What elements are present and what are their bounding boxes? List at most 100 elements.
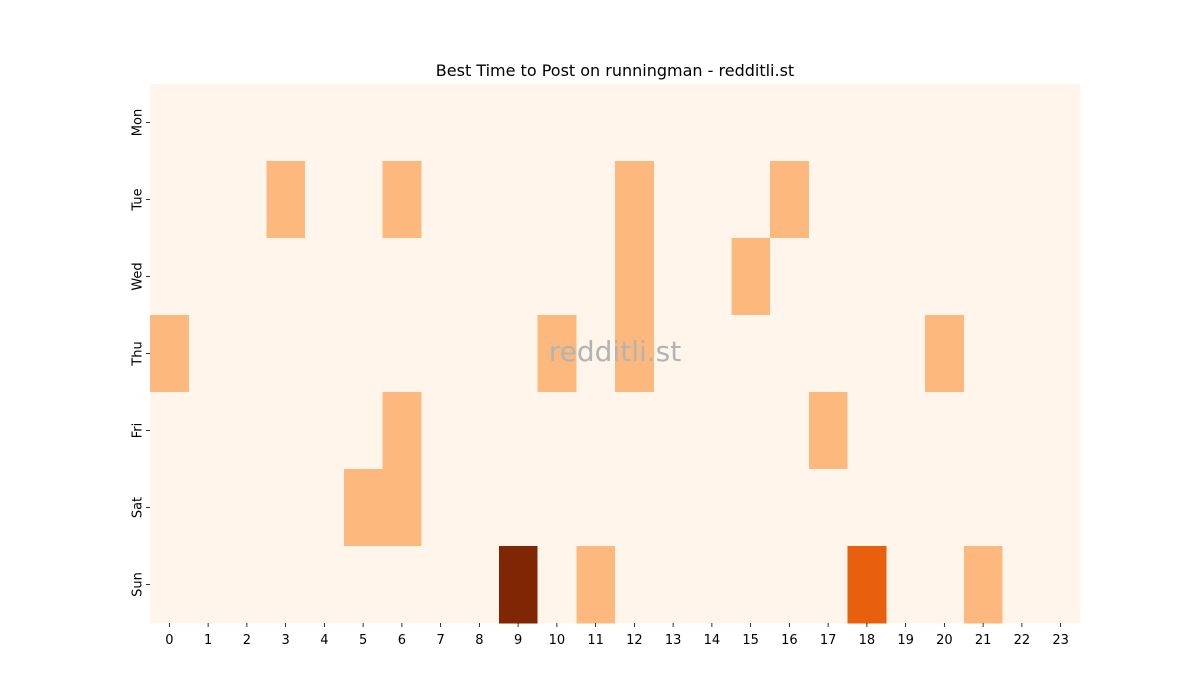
- heatmap-cell-thu-16: [770, 315, 810, 393]
- heatmap-cell-fri-22: [1002, 392, 1042, 470]
- heatmap-cell-tue-16: [770, 161, 810, 239]
- heatmap-cell-sun-17: [808, 546, 849, 624]
- heatmap-cell-mon-0: [150, 84, 190, 162]
- heatmap-cell-thu-4: [305, 315, 345, 393]
- heatmap-cell-sun-21: [963, 546, 1004, 624]
- heatmap-cell-fri-16: [770, 392, 810, 470]
- heatmap-cell-sat-23: [1041, 469, 1081, 547]
- y-tick-label: Tue: [131, 188, 146, 211]
- heatmap-cell-sat-17: [808, 469, 849, 547]
- heatmap-cell-mon-20: [925, 84, 965, 162]
- heatmap-cell-wed-7: [421, 238, 461, 316]
- heatmap-cell-wed-11: [576, 238, 616, 316]
- heatmap-cell-tue-20: [925, 161, 965, 239]
- heatmap-cell-fri-7: [421, 392, 461, 470]
- heatmap-cell-sun-5: [343, 546, 384, 624]
- heatmap-cell-thu-0: [150, 315, 190, 393]
- heatmap-cell-mon-15: [731, 84, 771, 162]
- heatmap-cell-sat-10: [537, 469, 577, 547]
- y-axis-ticks: Mon Tue Wed Thu Fri Sat Sun: [131, 109, 150, 597]
- heatmap-cell-tue-13: [653, 161, 694, 239]
- heatmap-cell-wed-17: [808, 238, 849, 316]
- heatmap-cell-mon-6: [382, 84, 422, 162]
- heatmap-cell-fri-10: [537, 392, 577, 470]
- heatmap-cell-thu-7: [421, 315, 461, 393]
- heatmap-cell-sun-6: [382, 546, 422, 624]
- heatmap-cell-thu-14: [692, 315, 732, 393]
- x-tick-label: 17: [820, 633, 837, 648]
- heatmap-cell-sat-7: [421, 469, 461, 547]
- heatmap-cell-mon-1: [188, 84, 229, 162]
- heatmap-cell-fri-1: [188, 392, 229, 470]
- heatmap-cell-fri-8: [460, 392, 500, 470]
- heatmap-cell-sun-18: [847, 546, 887, 624]
- heatmap-cell-fri-9: [498, 392, 539, 470]
- heatmap-cell-fri-12: [615, 392, 655, 470]
- heatmap-cell-mon-18: [847, 84, 887, 162]
- heatmap-cell-tue-2: [227, 161, 267, 239]
- heatmap-cell-thu-9: [498, 315, 539, 393]
- heatmap-cell-sat-16: [770, 469, 810, 547]
- heatmap-cell-tue-1: [188, 161, 229, 239]
- x-tick-label: 18: [859, 633, 876, 648]
- heatmap-cell-fri-11: [576, 392, 616, 470]
- heatmap-cell-wed-1: [188, 238, 229, 316]
- heatmap-cell-mon-21: [963, 84, 1004, 162]
- heatmap-cell-fri-19: [886, 392, 926, 470]
- heatmap-cell-wed-9: [498, 238, 539, 316]
- heatmap-cell-sun-12: [615, 546, 655, 624]
- y-tick-label: Sun: [131, 572, 146, 597]
- heatmap-cell-tue-6: [382, 161, 422, 239]
- heatmap-cell-fri-14: [692, 392, 732, 470]
- heatmap-cell-fri-20: [925, 392, 965, 470]
- heatmap-cell-thu-19: [886, 315, 926, 393]
- watermark-text: redditli.st: [549, 335, 681, 368]
- heatmap-cell-tue-10: [537, 161, 577, 239]
- x-tick-label: 12: [626, 633, 643, 648]
- x-tick-label: 11: [587, 633, 604, 648]
- heatmap-cell-sat-18: [847, 469, 887, 547]
- heatmap-cell-tue-17: [808, 161, 849, 239]
- heatmap-cell-sat-2: [227, 469, 267, 547]
- heatmap-cell-sat-11: [576, 469, 616, 547]
- heatmap-cell-fri-17: [808, 392, 849, 470]
- heatmap-cell-fri-2: [227, 392, 267, 470]
- x-tick-label: 10: [549, 633, 566, 648]
- heatmap-cell-wed-12: [615, 238, 655, 316]
- heatmap-cell-tue-12: [615, 161, 655, 239]
- heatmap-cell-fri-15: [731, 392, 771, 470]
- heatmap-cell-sun-22: [1002, 546, 1042, 624]
- heatmap-cell-wed-2: [227, 238, 267, 316]
- heatmap-cell-tue-4: [305, 161, 345, 239]
- heatmap-cell-fri-5: [343, 392, 384, 470]
- x-tick-label: 5: [359, 633, 367, 648]
- heatmap-cell-sun-23: [1041, 546, 1081, 624]
- heatmap-cell-wed-22: [1002, 238, 1042, 316]
- heatmap-cell-mon-4: [305, 84, 345, 162]
- heatmap-cell-fri-6: [382, 392, 422, 470]
- heatmap-cell-thu-22: [1002, 315, 1042, 393]
- heatmap-cell-fri-21: [963, 392, 1004, 470]
- heatmap-cell-sun-14: [692, 546, 732, 624]
- heatmap-cell-mon-8: [460, 84, 500, 162]
- heatmap-cell-tue-5: [343, 161, 384, 239]
- heatmap-cell-tue-22: [1002, 161, 1042, 239]
- heatmap-cell-mon-17: [808, 84, 849, 162]
- heatmap-cell-tue-0: [150, 161, 190, 239]
- heatmap-cell-mon-19: [886, 84, 926, 162]
- heatmap-cell-sun-1: [188, 546, 229, 624]
- heatmap-cell-tue-23: [1041, 161, 1081, 239]
- heatmap-cell-wed-10: [537, 238, 577, 316]
- heatmap-cell-sat-22: [1002, 469, 1042, 547]
- heatmap-cell-fri-23: [1041, 392, 1081, 470]
- heatmap-cell-wed-15: [731, 238, 771, 316]
- x-tick-label: 15: [742, 633, 759, 648]
- heatmap-cell-thu-23: [1041, 315, 1081, 393]
- x-tick-label: 20: [936, 633, 953, 648]
- x-tick-label: 23: [1052, 633, 1069, 648]
- heatmap-cells: [150, 84, 1081, 624]
- heatmap-cell-wed-0: [150, 238, 190, 316]
- heatmap-cell-tue-8: [460, 161, 500, 239]
- x-tick-label: 14: [704, 633, 721, 648]
